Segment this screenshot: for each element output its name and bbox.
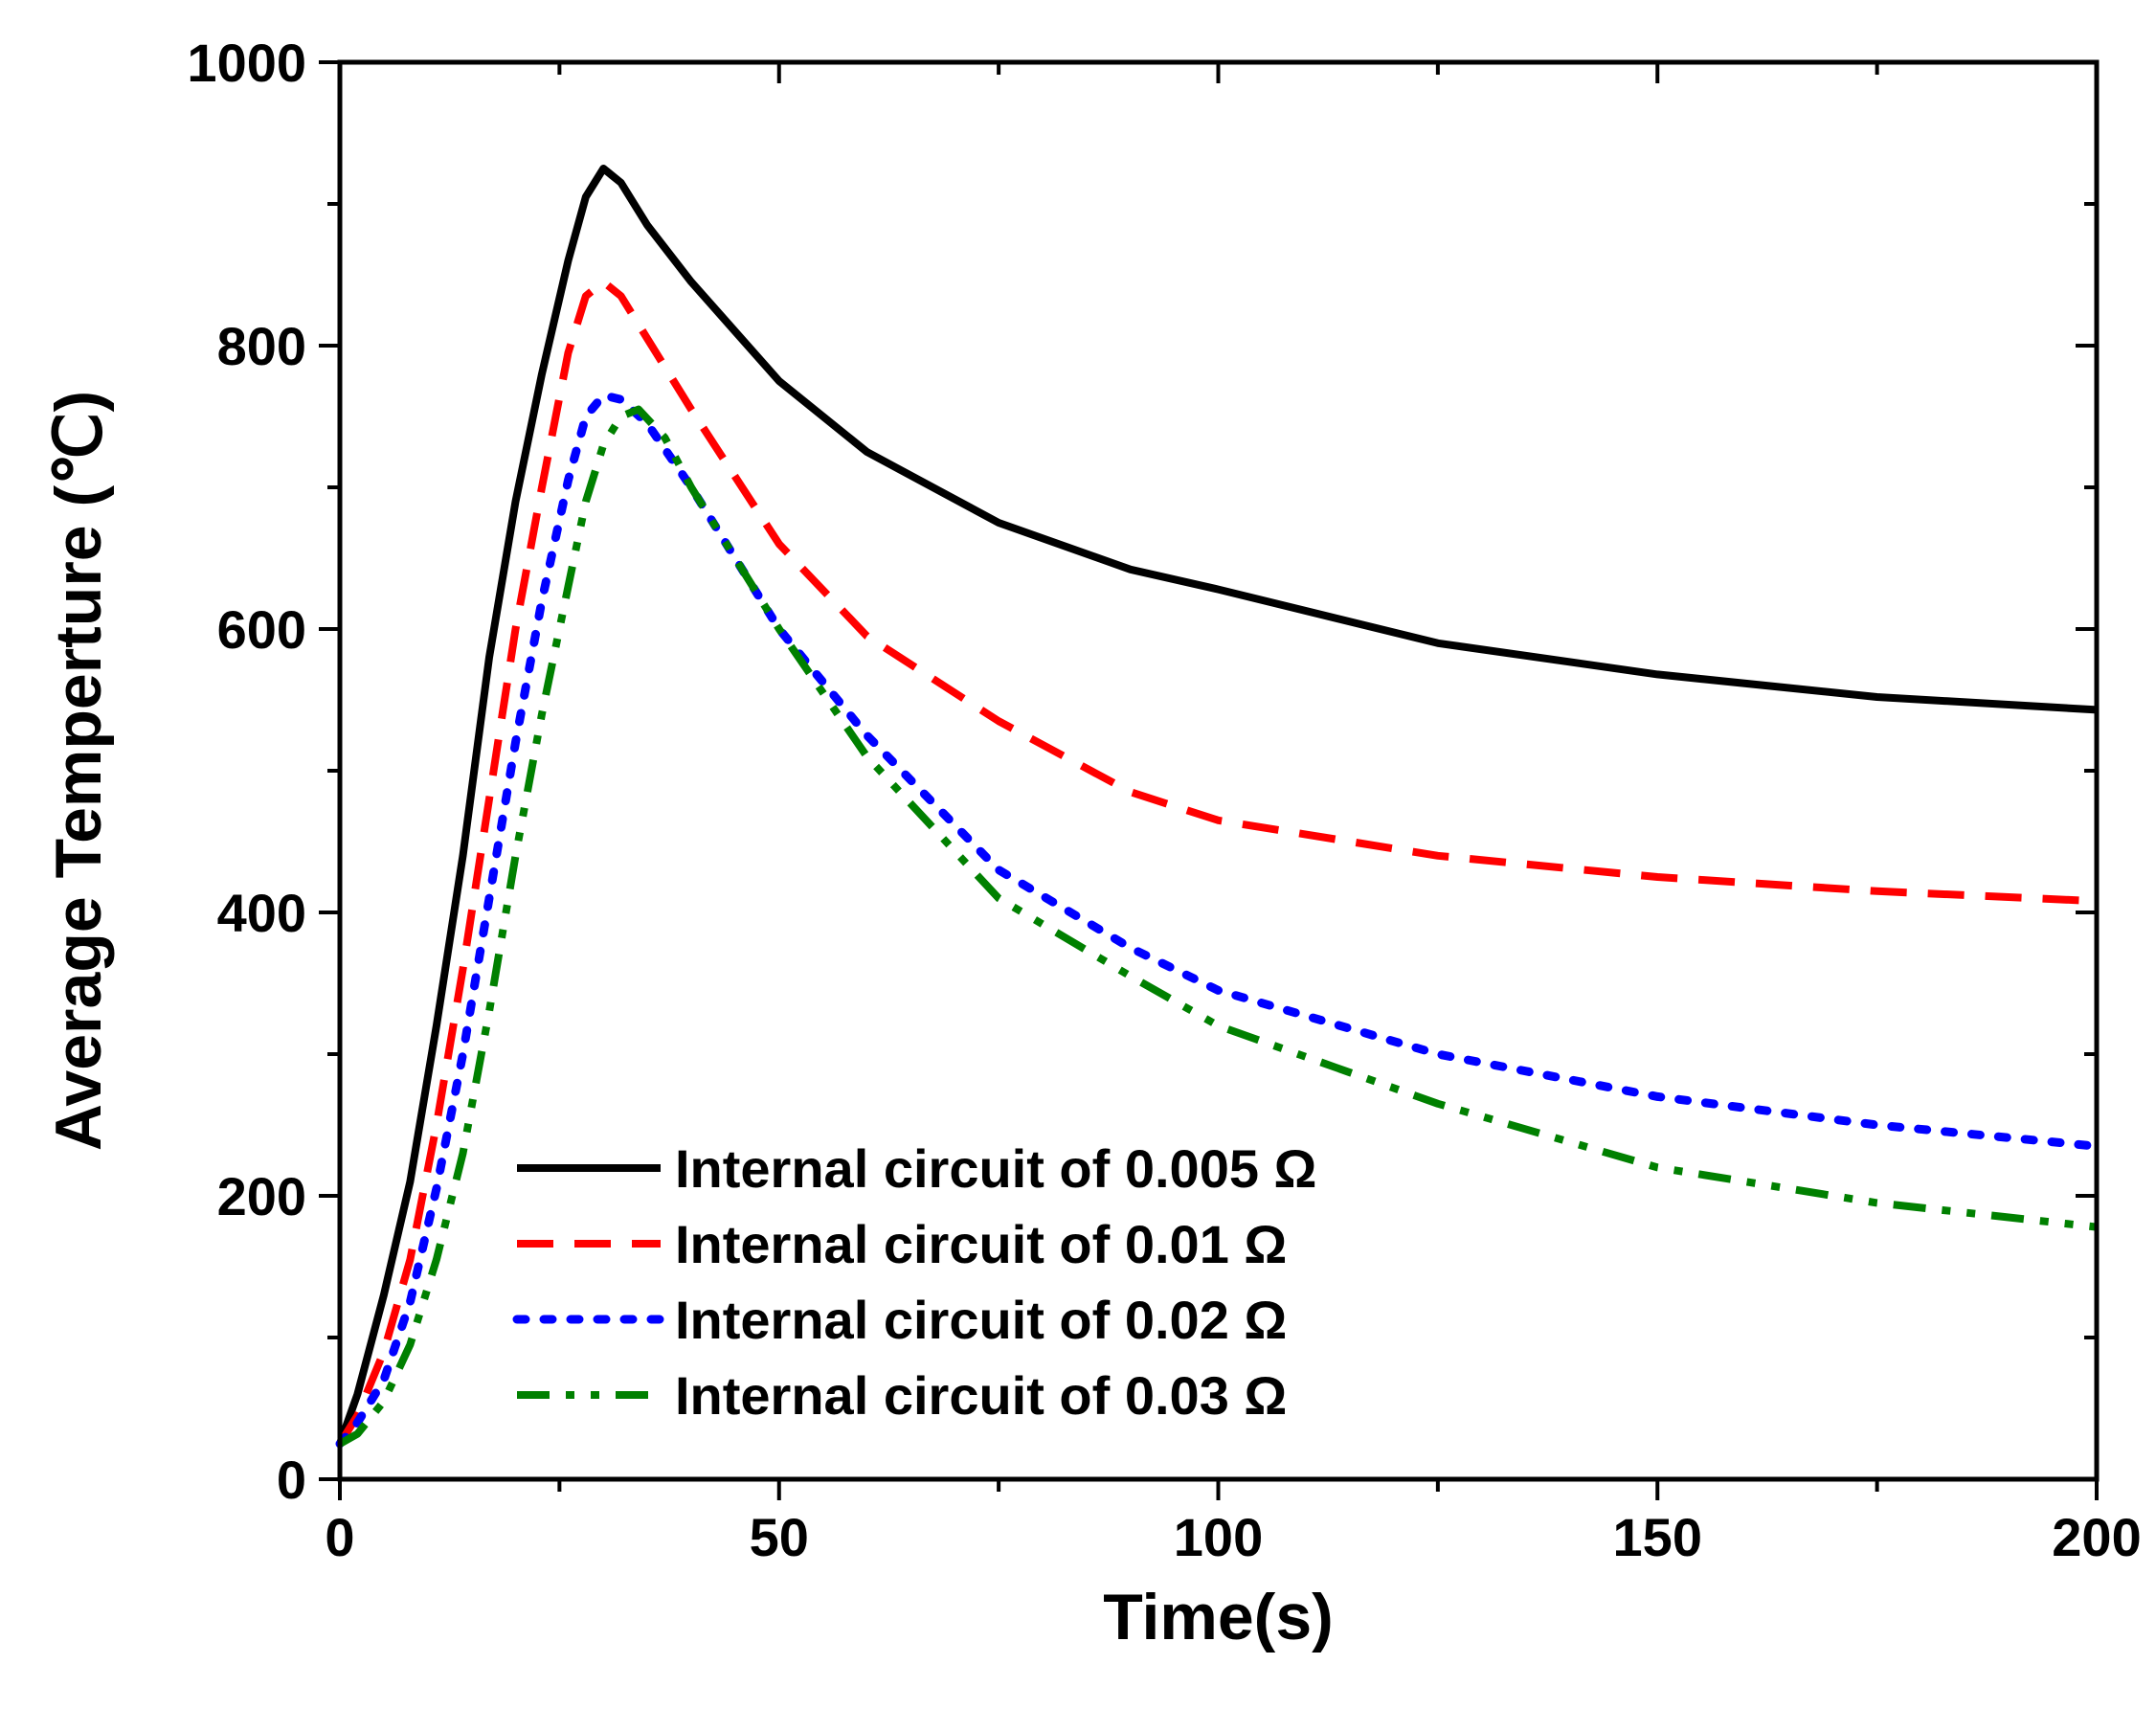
x-tick-label: 100 (1174, 1507, 1263, 1567)
y-axis-title: Average Temperture (℃) (42, 391, 115, 1151)
y-tick-label: 200 (217, 1166, 306, 1226)
legend-label-2: Internal circuit of 0.01 Ω (675, 1214, 1287, 1274)
legend-label-1: Internal circuit of 0.005 Ω (675, 1138, 1316, 1199)
legend: Internal circuit of 0.005 Ω Internal circ… (512, 1138, 1316, 1426)
tick-labels: 0 50 100 150 200 0 200 400 600 800 1000 (187, 33, 2141, 1567)
x-tick-label: 150 (1613, 1507, 1702, 1567)
x-tick-label: 0 (325, 1507, 354, 1567)
series-line-4 (338, 405, 2098, 1448)
y-tick-label: 600 (217, 599, 306, 660)
x-tick-label: 50 (750, 1507, 809, 1567)
series-line-2 (336, 278, 2098, 1447)
series-line-3 (335, 391, 2101, 1449)
series-line-1 (336, 165, 2098, 1446)
legend-label-4: Internal circuit of 0.03 Ω (675, 1365, 1287, 1426)
y-tick-label: 1000 (187, 33, 306, 93)
x-axis-title: Time(s) (1103, 1581, 1334, 1653)
series-layer (335, 165, 2101, 1449)
y-tick-label: 400 (217, 883, 306, 943)
y-tick-label: 0 (277, 1450, 306, 1510)
y-tick-label: 800 (217, 316, 306, 376)
x-tick-label: 200 (2052, 1507, 2141, 1567)
ticks-layer (319, 60, 2099, 1500)
legend-label-3: Internal circuit of 0.02 Ω (675, 1290, 1287, 1350)
